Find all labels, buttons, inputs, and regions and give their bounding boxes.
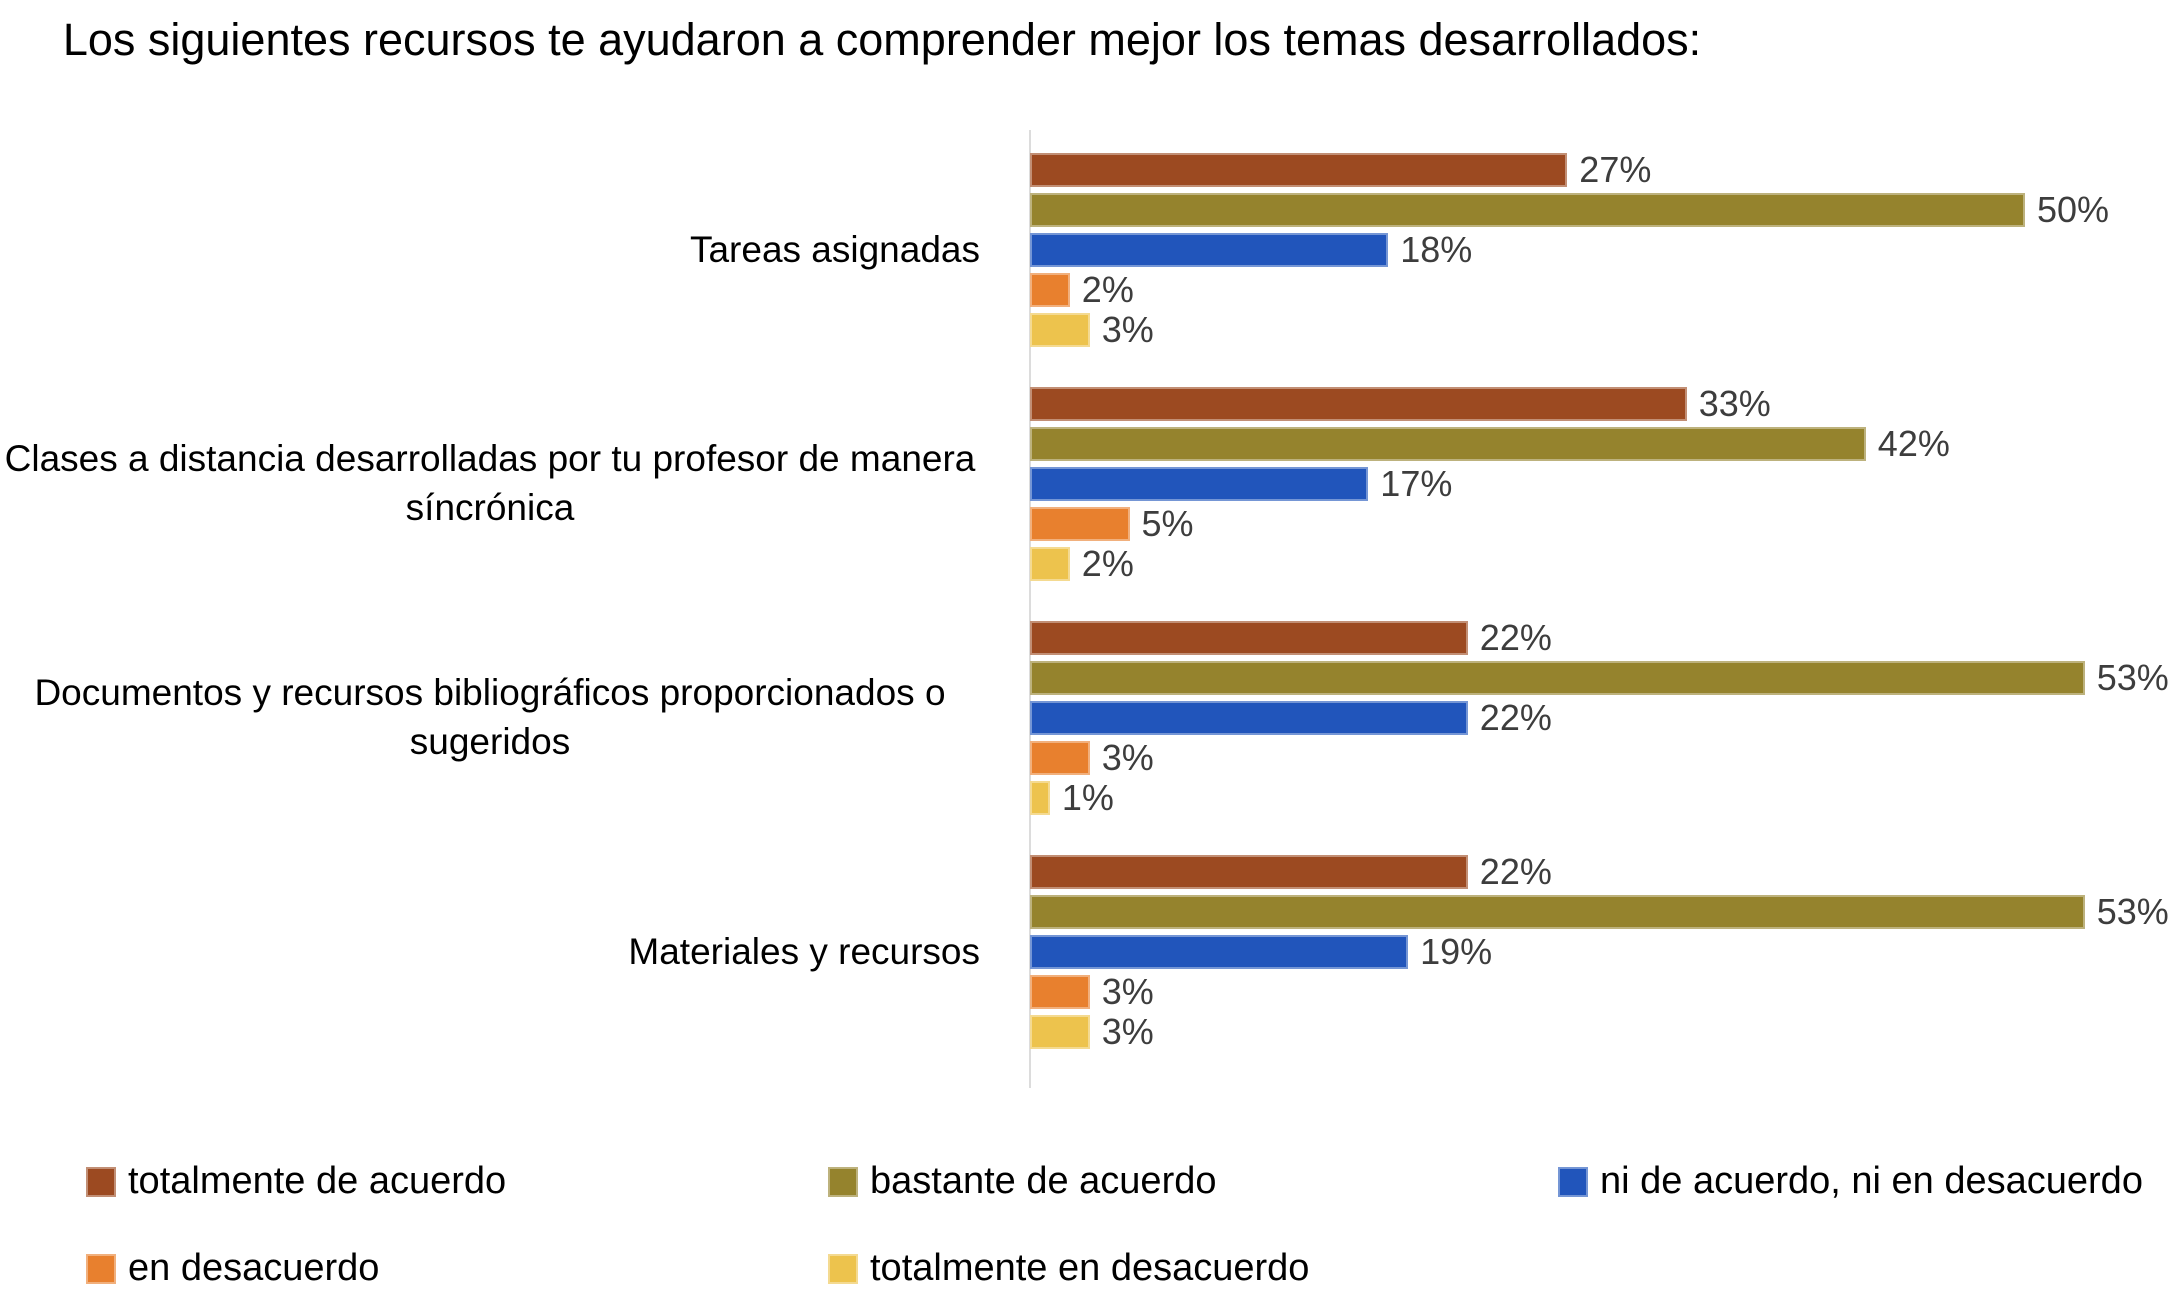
- bar-value-label: 3%: [1101, 309, 1154, 350]
- bar-segment: [1030, 427, 1866, 461]
- bar-value-label: 33%: [1698, 383, 1771, 424]
- legend-item: bastante de acuerdo: [828, 1160, 1558, 1203]
- bar-row: 22%: [1030, 697, 2176, 738]
- bar-segment: [1030, 313, 1090, 347]
- category-group: Clases a distancia desarrolladas por tu …: [0, 383, 2176, 584]
- legend-swatch: [1558, 1166, 1588, 1197]
- bar-row: 53%: [1030, 891, 2176, 932]
- legend-label: ni de acuerdo, ni en desacuerdo: [1600, 1160, 2143, 1202]
- legend-swatch: [828, 1253, 858, 1284]
- bar-segment: [1030, 193, 2025, 227]
- bar-row: 19%: [1030, 931, 2176, 972]
- bar-segment: [1030, 935, 1409, 969]
- category-group: Documentos y recursos bibliográficos pro…: [0, 617, 2176, 818]
- bar-segment: [1030, 701, 1468, 735]
- legend-item: ni de acuerdo, ni en desacuerdo: [1558, 1160, 2172, 1203]
- bar-value-label: 2%: [1081, 269, 1134, 310]
- bar-row: 53%: [1030, 657, 2176, 698]
- legend-label: totalmente de acuerdo: [128, 1160, 507, 1202]
- chart-legend: totalmente de acuerdo bastante de acuerdo…: [86, 1160, 2172, 1290]
- category-bars: 22% 53% 22% 3% 1%: [1030, 617, 2176, 818]
- bar-value-label: 53%: [2096, 657, 2169, 698]
- bar-segment: [1030, 547, 1070, 581]
- bar-row: 22%: [1030, 617, 2176, 658]
- legend-swatch: [86, 1166, 116, 1197]
- bar-row: 42%: [1030, 423, 2176, 464]
- bar-value-label: 50%: [2037, 189, 2110, 230]
- bar-segment: [1030, 467, 1369, 501]
- bar-row: 2%: [1030, 543, 2176, 584]
- bar-segment: [1030, 621, 1468, 655]
- bar-value-label: 3%: [1101, 1011, 1154, 1052]
- category-group: Tareas asignadas 27% 50% 18% 2% 3%: [0, 149, 2176, 350]
- legend-label: en desacuerdo: [128, 1247, 380, 1289]
- bar-row: 1%: [1030, 777, 2176, 818]
- bar-row: 2%: [1030, 269, 2176, 310]
- category-bars: 33% 42% 17% 5% 2%: [1030, 383, 2176, 584]
- bar-value-label: 2%: [1081, 543, 1134, 584]
- bar-segment: [1030, 1015, 1090, 1049]
- bar-row: 33%: [1030, 383, 2176, 424]
- bar-row: 27%: [1030, 149, 2176, 190]
- bar-segment: [1030, 387, 1687, 421]
- bar-value-label: 53%: [2096, 891, 2169, 932]
- bar-segment: [1030, 153, 1568, 187]
- legend-swatch: [86, 1253, 116, 1284]
- bar-row: 22%: [1030, 851, 2176, 892]
- category-label-text: Tareas asignadas: [689, 228, 980, 270]
- y-axis-line: [1029, 130, 1031, 1088]
- bar-value-label: 3%: [1101, 737, 1154, 778]
- legend-item: totalmente de acuerdo: [86, 1160, 828, 1203]
- bar-row: 17%: [1030, 463, 2176, 504]
- category-label: Clases a distancia desarrolladas por tu …: [0, 387, 1008, 581]
- bar-row: 50%: [1030, 189, 2176, 230]
- category-label: Materiales y recursos: [0, 855, 1008, 1049]
- category-label-text: Documentos y recursos bibliográficos pro…: [34, 672, 946, 762]
- bar-row: 5%: [1030, 503, 2176, 544]
- category-group: Materiales y recursos 22% 53% 19% 3% 3%: [0, 851, 2176, 1052]
- category-label: Tareas asignadas: [0, 153, 1008, 347]
- bar-value-label: 22%: [1479, 617, 1552, 658]
- bar-segment: [1030, 855, 1468, 889]
- bar-value-label: 3%: [1101, 971, 1154, 1012]
- bar-segment: [1030, 661, 2085, 695]
- category-label-text: Clases a distancia desarrolladas por tu …: [4, 438, 976, 528]
- bar-chart-plot-area: Tareas asignadas 27% 50% 18% 2% 3% Clases a di…: [0, 149, 2176, 1089]
- bar-row: 3%: [1030, 1011, 2176, 1052]
- bar-value-label: 18%: [1400, 229, 1473, 270]
- bar-row: 3%: [1030, 737, 2176, 778]
- category-label-text: Materiales y recursos: [628, 930, 980, 972]
- category-bars: 27% 50% 18% 2% 3%: [1030, 149, 2176, 350]
- bar-segment: [1030, 233, 1389, 267]
- bar-value-label: 5%: [1141, 503, 1194, 544]
- bar-segment: [1030, 507, 1130, 541]
- legend-item: totalmente en desacuerdo: [828, 1247, 1558, 1290]
- category-label: Documentos y recursos bibliográficos pro…: [0, 621, 1008, 815]
- bar-value-label: 22%: [1479, 697, 1552, 738]
- bar-row: 3%: [1030, 971, 2176, 1012]
- bar-value-label: 22%: [1479, 851, 1552, 892]
- bar-row: 18%: [1030, 229, 2176, 270]
- bar-value-label: 42%: [1877, 423, 1950, 464]
- bar-segment: [1030, 975, 1090, 1009]
- bar-segment: [1030, 781, 1050, 815]
- bar-value-label: 27%: [1579, 149, 1652, 190]
- bar-row: 3%: [1030, 309, 2176, 350]
- bar-segment: [1030, 741, 1090, 775]
- bar-segment: [1030, 895, 2085, 929]
- legend-item: en desacuerdo: [86, 1247, 828, 1290]
- category-bars: 22% 53% 19% 3% 3%: [1030, 851, 2176, 1052]
- bar-value-label: 1%: [1061, 777, 1114, 818]
- legend-label: bastante de acuerdo: [870, 1160, 1217, 1202]
- legend-label: totalmente en desacuerdo: [870, 1247, 1310, 1289]
- bar-value-label: 19%: [1420, 931, 1493, 972]
- chart-title: Los siguientes recursos te ayudaron a co…: [62, 14, 1702, 65]
- bar-segment: [1030, 273, 1070, 307]
- bar-value-label: 17%: [1380, 463, 1453, 504]
- legend-swatch: [828, 1166, 858, 1197]
